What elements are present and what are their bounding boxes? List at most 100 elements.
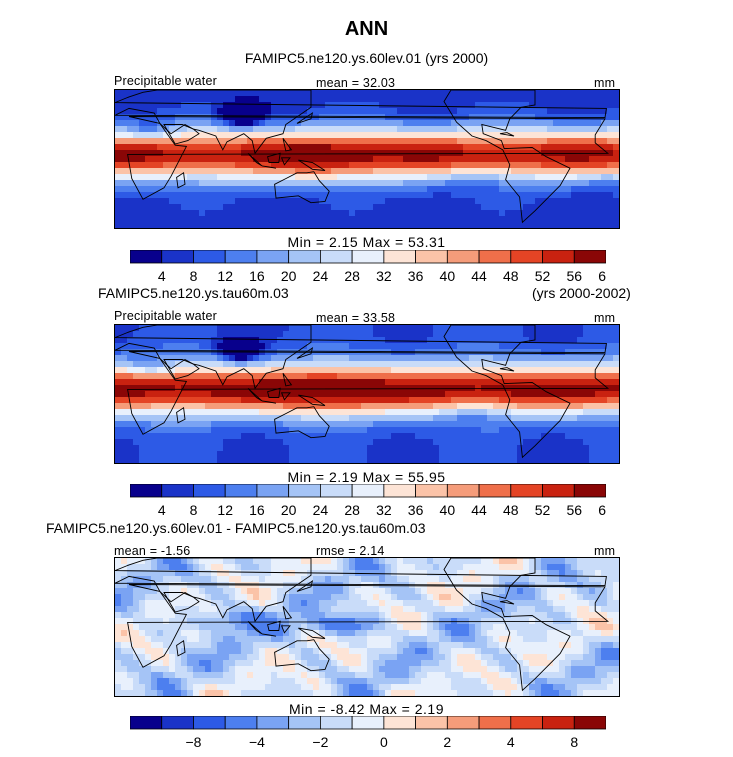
map-cell — [139, 331, 146, 338]
map-cell — [115, 433, 122, 440]
map-cell — [121, 630, 128, 637]
map-cell — [583, 588, 590, 595]
map-cell — [415, 96, 422, 103]
map-cell — [301, 397, 308, 404]
map-cell — [385, 457, 392, 463]
map-cell — [487, 343, 494, 350]
map-cell — [499, 204, 506, 211]
map-cell — [403, 415, 410, 422]
map-cell — [331, 156, 338, 163]
map-cell — [199, 198, 206, 205]
map-cell — [547, 96, 554, 103]
map-cell — [553, 415, 560, 422]
map-cell — [181, 439, 188, 446]
map-cell — [271, 570, 278, 577]
map-cell — [115, 403, 122, 410]
map-cell — [175, 403, 182, 410]
map-cell — [157, 594, 164, 601]
map-cell — [361, 403, 368, 410]
map-cell — [319, 576, 326, 583]
map-cell — [559, 162, 566, 169]
map-cell — [595, 102, 602, 109]
map-cell — [319, 174, 326, 181]
map-cell — [157, 90, 164, 97]
map-cell — [349, 445, 356, 452]
map-cell — [415, 349, 422, 356]
map-cell — [301, 150, 308, 157]
map-cell — [385, 102, 392, 109]
map-cell — [379, 120, 386, 127]
map-cell — [133, 570, 140, 577]
map-cell — [487, 624, 494, 631]
map-cell — [295, 373, 302, 380]
map-cell — [343, 385, 350, 392]
map-cell — [187, 409, 194, 416]
map-cell — [301, 433, 308, 440]
map-cell — [133, 102, 140, 109]
map-cell — [553, 373, 560, 380]
map-cell — [337, 624, 344, 631]
map-cell — [247, 180, 254, 187]
map-cell — [391, 457, 398, 463]
map-cell — [319, 385, 326, 392]
map-cell — [553, 427, 560, 434]
map-cell — [433, 204, 440, 211]
map-cell — [145, 576, 152, 583]
map-cell — [589, 415, 596, 422]
map-cell — [235, 325, 242, 332]
map-cell — [367, 433, 374, 440]
map-cell — [481, 108, 488, 115]
map-cell — [529, 168, 536, 175]
map-cell — [121, 403, 128, 410]
map-cell — [343, 355, 350, 362]
map-cell — [115, 594, 122, 601]
map-cell — [553, 216, 560, 223]
map-cell — [295, 564, 302, 571]
map-cell — [361, 564, 368, 571]
map-cell — [439, 409, 446, 416]
map-cell — [601, 156, 608, 163]
map-cell — [247, 427, 254, 434]
map-cell — [385, 198, 392, 205]
map-cell — [535, 564, 542, 571]
map-cell — [187, 391, 194, 398]
map-cell — [343, 421, 350, 428]
map-cell — [301, 361, 308, 368]
map-cell — [427, 397, 434, 404]
map-cell — [397, 355, 404, 362]
map-cell — [127, 391, 134, 398]
map-cell — [541, 421, 548, 428]
map-cell — [517, 427, 524, 434]
map-cell — [427, 558, 434, 565]
map-cell — [613, 96, 619, 103]
map-cell — [613, 108, 619, 115]
map-cell — [247, 612, 254, 619]
map-cell — [493, 108, 500, 115]
map-cell — [277, 397, 284, 404]
map-cell — [493, 90, 500, 97]
map-cell — [421, 367, 428, 374]
map-cell — [577, 222, 584, 228]
map-cell — [133, 451, 140, 458]
map-cell — [151, 198, 158, 205]
map-cell — [217, 594, 224, 601]
map-cell — [199, 594, 206, 601]
map-cell — [157, 624, 164, 631]
map-cell — [175, 433, 182, 440]
map-cell — [247, 367, 254, 374]
map-cell — [289, 180, 296, 187]
map-cell — [325, 391, 332, 398]
map-cell — [379, 361, 386, 368]
map-cell — [145, 367, 152, 374]
map-cell — [205, 174, 212, 181]
map-cell — [589, 192, 596, 199]
map-cell — [463, 90, 470, 97]
map-cell — [535, 600, 542, 607]
map-cell — [163, 198, 170, 205]
map-cell — [133, 409, 140, 416]
map-cell — [415, 457, 422, 463]
map-cell — [559, 120, 566, 127]
map-cell — [493, 421, 500, 428]
map-cell — [433, 433, 440, 440]
colorbar-tick-label: 32 — [376, 502, 392, 518]
